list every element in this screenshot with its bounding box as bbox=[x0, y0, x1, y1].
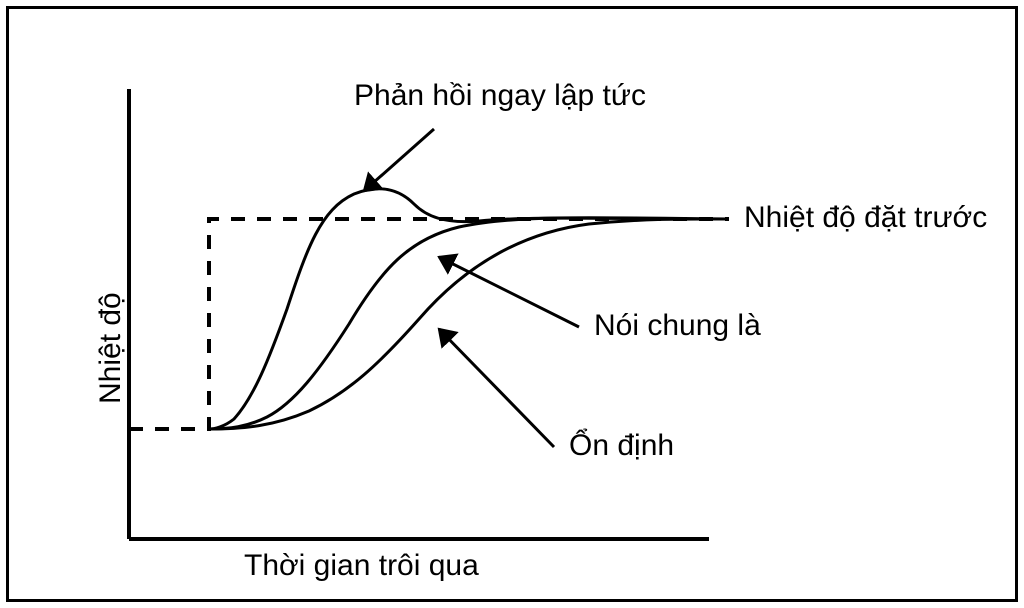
x-axis-label: Thời gian trôi qua bbox=[244, 549, 479, 583]
label-setpoint: Nhiệt độ đặt trước bbox=[744, 201, 987, 235]
label-general: Nói chung là bbox=[594, 309, 761, 343]
y-axis-label: Nhiệt độ bbox=[94, 292, 128, 404]
arrow-immediate bbox=[364, 129, 434, 191]
arrow-general bbox=[439, 257, 579, 327]
label-stable: Ổn định bbox=[569, 429, 674, 463]
label-immediate-response: Phản hồi ngay lập tức bbox=[354, 79, 646, 113]
arrow-stable bbox=[439, 329, 554, 447]
chart-frame: Nhiệt độ Thời gian trôi qua Phản hồi nga… bbox=[6, 6, 1018, 602]
